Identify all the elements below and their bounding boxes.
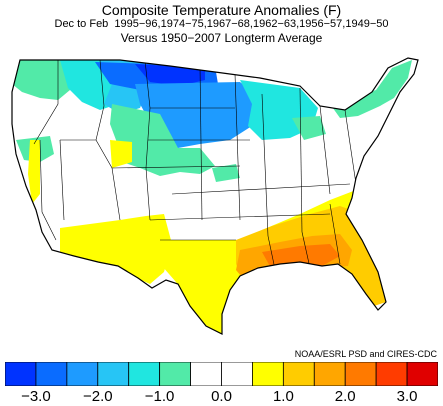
map-subtitle-years: Dec to Feb 1995−96,1974−75,1967−68,1962−… [54,18,389,30]
colorbar-tick-label: 2.0 [334,388,356,405]
colorbar-swatch [375,362,408,386]
colorbar [5,362,438,386]
map-title: Composite Temperature Anomalies (F) [101,2,342,18]
colorbar-swatch [221,362,253,386]
colorbar-tick-label: 0.0 [211,388,232,405]
colorbar-swatch [406,362,438,386]
colorbar-swatch [159,362,191,386]
colorbar-swatch [282,362,315,386]
colorbar-tick-label: −3.0 [21,388,51,405]
us-anomaly-map [11,57,419,335]
region-southwest-warm [60,214,172,284]
colorbar-tick-label: −2.0 [82,388,113,405]
colorbar-swatch [313,362,346,386]
data-credit: NOAA/ESRL PSD and CIRES-CDC [294,349,437,359]
colorbar-swatch [190,362,222,386]
colorbar-tick-label: 3.0 [396,388,418,405]
colorbar-swatch [35,362,68,386]
state-boundaries [33,59,357,275]
region-great-basin-warm [110,140,132,168]
colorbar-swatch [344,362,377,386]
region-northern-plains-deep [135,64,205,86]
colorbar-swatch [252,362,284,386]
colorbar-swatch [66,362,99,386]
region-texas-warm [160,240,244,334]
region-pacific-northwest [12,60,70,100]
colorbar-swatch [128,362,161,386]
colorbar-swatch [5,362,37,386]
us-outline [11,57,419,335]
colorbar-swatch [97,362,130,386]
colorbar-tick-label: −1.0 [144,388,175,405]
anomaly-shading [12,60,412,334]
map-subtitle-baseline: Versus 1950−2007 Longterm Average [120,31,323,45]
colorbar-tick-label: 1.0 [272,388,294,405]
region-plains-spot [212,164,240,182]
region-california-warm [28,140,40,204]
